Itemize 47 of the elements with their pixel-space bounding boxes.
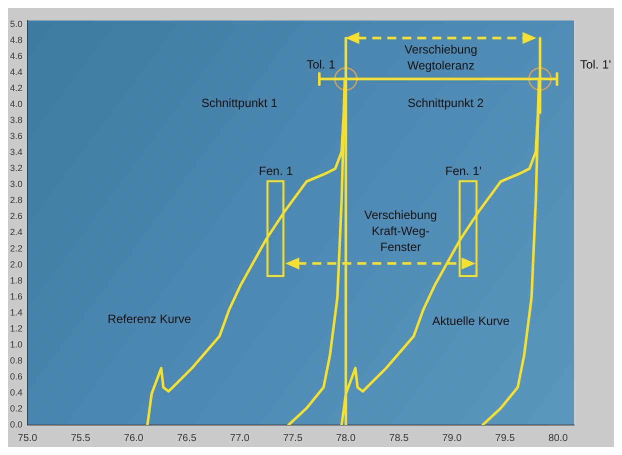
y-tick-label: 5.0 [10, 18, 23, 29]
annotation: Fen. 1 [258, 164, 294, 178]
y-tick-label: 2.0 [10, 259, 23, 270]
y-tick-label: 4.0 [10, 99, 23, 110]
y-tick-label: 1.0 [10, 339, 23, 350]
y-tick-label: 3.0 [10, 179, 23, 190]
annotation: Verschiebung Kraft-Weg- Fenster [364, 208, 437, 254]
y-tick-label: 0.2 [10, 403, 23, 414]
y-tick-label: 1.8 [10, 275, 23, 286]
annotation: Fen. 1' [445, 164, 482, 178]
annotation: Schnittpunkt 2 [408, 96, 484, 110]
y-tick-label: 4.2 [10, 83, 23, 94]
y-tick-label: 4.8 [10, 35, 23, 46]
y-tick-label: 4.4 [10, 67, 23, 78]
y-tick-label: 1.6 [10, 291, 23, 302]
annotation: Aktuelle Kurve [432, 314, 510, 328]
x-tick-label: 77.0 [230, 432, 250, 444]
x-tick-label: 78.0 [336, 432, 356, 444]
x-tick-label: 79.0 [442, 432, 462, 444]
annotation: Tol. 1 [306, 57, 336, 72]
y-tick-label: 1.2 [10, 323, 23, 334]
annotation: Verschiebung Wegtoleranz [404, 42, 478, 73]
x-tick-label: 79.5 [495, 432, 516, 444]
y-tick-label: 2.4 [10, 227, 23, 238]
x-tick-label: 76.5 [176, 432, 197, 444]
x-tick-label: 75.0 [18, 432, 38, 444]
y-tick-label: 3.2 [10, 163, 23, 174]
annotation: Schnittpunkt 1 [201, 96, 278, 110]
annotation: Referenz Kurve [108, 312, 192, 326]
y-tick-label: 4.6 [10, 51, 23, 62]
y-tick-label: 2.2 [10, 243, 23, 254]
x-tick-label: 76.0 [124, 432, 144, 444]
y-tick-label: 3.8 [10, 115, 23, 126]
x-tick-label: 78.5 [389, 432, 410, 444]
y-tick-label: 2.8 [10, 195, 23, 206]
y-tick-label: 2.6 [10, 211, 23, 222]
y-tick-label: 0.8 [10, 355, 23, 366]
x-tick-label: 77.5 [283, 432, 303, 444]
y-tick-label: 1.4 [10, 307, 23, 318]
x-tick-label: 75.5 [70, 432, 91, 444]
x-tick-label: 80.0 [548, 432, 568, 444]
text: Tol. 1' [580, 57, 612, 72]
y-tick-label: 3.6 [10, 131, 23, 142]
y-tick-label: 0.0 [10, 419, 23, 430]
y-tick-label: 0.4 [10, 387, 23, 398]
y-tick-label: 3.4 [10, 147, 23, 158]
y-tick-label: 0.6 [10, 371, 23, 382]
